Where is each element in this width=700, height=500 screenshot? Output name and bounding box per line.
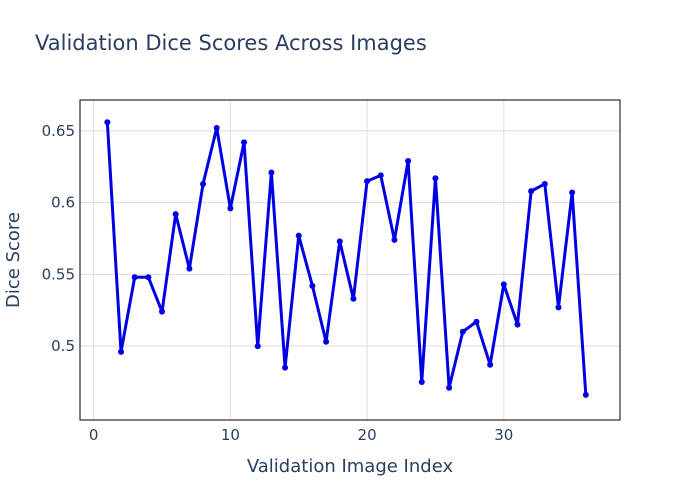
chart-title: Validation Dice Scores Across Images	[35, 31, 427, 55]
gridlines	[80, 100, 620, 420]
data-point	[295, 232, 302, 239]
data-point	[350, 295, 357, 302]
data-point	[473, 318, 480, 325]
data-point	[582, 391, 589, 398]
y-tick-label: 0.55	[42, 265, 75, 283]
x-axis-title: Validation Image Index	[247, 456, 454, 477]
data-point	[405, 157, 412, 164]
data-point	[487, 361, 494, 368]
data-point	[282, 364, 289, 371]
data-series	[104, 119, 589, 398]
series-line	[105, 122, 588, 395]
data-point	[555, 304, 562, 311]
x-tick-label: 20	[358, 426, 377, 444]
data-point	[569, 189, 576, 196]
data-point	[159, 308, 166, 315]
data-point	[432, 175, 439, 182]
data-point	[131, 274, 138, 281]
data-point	[323, 338, 330, 345]
data-point	[391, 236, 398, 243]
plot-frame	[79, 99, 621, 421]
data-point	[254, 343, 261, 350]
data-point	[377, 172, 384, 179]
data-point	[172, 211, 179, 218]
tick-labels: 0 10 20 30 0.5 0.55 0.6 0.65	[42, 122, 514, 444]
data-point	[227, 205, 234, 212]
data-point	[528, 188, 535, 195]
data-point	[364, 178, 371, 185]
data-point	[104, 119, 111, 126]
x-tick-label: 10	[221, 426, 240, 444]
data-point	[336, 238, 343, 245]
y-tick-label: 0.5	[51, 337, 75, 355]
data-point	[241, 139, 248, 146]
y-axis-title: Dice Score	[3, 212, 24, 308]
data-point	[446, 384, 453, 391]
data-point	[213, 124, 220, 131]
data-point	[459, 328, 466, 335]
data-point	[268, 169, 275, 176]
data-point	[145, 274, 152, 281]
x-tick-label: 30	[494, 426, 513, 444]
y-tick-label: 0.65	[42, 122, 75, 140]
data-point	[118, 348, 125, 355]
y-tick-label: 0.6	[51, 194, 75, 212]
data-point	[186, 265, 193, 272]
data-point	[418, 378, 425, 385]
data-point	[514, 321, 521, 328]
data-point	[200, 180, 207, 187]
data-point	[309, 282, 316, 289]
data-point	[541, 180, 548, 187]
data-point	[500, 281, 507, 288]
x-tick-label: 0	[89, 426, 99, 444]
